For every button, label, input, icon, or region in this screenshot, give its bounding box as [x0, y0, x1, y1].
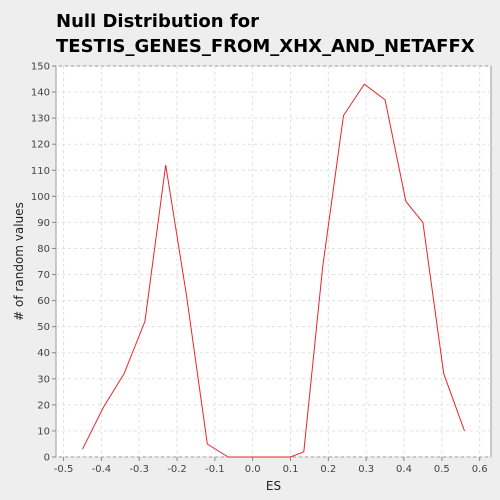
y-tick-label: 140: [31, 88, 50, 99]
y-tick-label: 130: [31, 114, 50, 125]
y-tick-label: 150: [31, 62, 50, 73]
y-tick-label: 50: [37, 322, 50, 333]
y-tick-label: 30: [37, 374, 50, 385]
x-axis-label: ES: [266, 479, 281, 493]
y-axis-label: # of random values: [12, 202, 26, 321]
x-tick-label: 0.6: [472, 464, 488, 475]
x-tick-label: -0.1: [205, 464, 225, 475]
y-tick-label: 60: [37, 296, 50, 307]
series-line: [82, 83, 465, 458]
x-tick-label: 0.5: [434, 464, 450, 475]
data-point: [206, 443, 208, 445]
x-axis-ticks: -0.5 -0.4 -0.3 -0.2 -0.1 0.0 0.1 0.2 0.3 0.4 0.5 0.…: [54, 457, 488, 475]
data-point: [185, 294, 187, 296]
data-point: [342, 114, 344, 116]
y-tick-label: 110: [31, 166, 50, 177]
data-point: [463, 430, 465, 432]
x-tick-label: 0.3: [358, 464, 374, 475]
y-tick-label: 40: [37, 348, 50, 359]
data-point: [443, 372, 445, 374]
y-tick-label: 100: [31, 192, 50, 203]
chart-title-line-1: Null Distribution for: [56, 11, 259, 32]
data-point: [144, 320, 146, 322]
y-tick-label: 70: [37, 270, 50, 281]
data-point: [363, 83, 365, 85]
data-point: [248, 456, 250, 458]
plot-area: [55, 65, 492, 458]
data-point: [321, 266, 323, 268]
y-tick-label: 0: [44, 453, 50, 464]
grid: [56, 65, 491, 458]
data-point: [405, 200, 407, 202]
y-tick-label: 120: [31, 140, 50, 151]
y-axis-ticks: 0 10 20 30 40 50 60 70 80 90 100 110 120 130 140 150: [31, 62, 56, 464]
chart-title-line-2: TESTIS_GENES_FROM_XHX_AND_NETAFFX: [56, 36, 475, 57]
data-point: [81, 448, 83, 450]
data-point: [269, 456, 271, 458]
x-tick-label: -0.4: [92, 464, 112, 475]
data-point: [303, 451, 305, 453]
data-point: [422, 221, 424, 223]
x-tick-label: 0.1: [283, 464, 299, 475]
y-tick-label: 80: [37, 244, 50, 255]
x-tick-label: 0.2: [320, 464, 336, 475]
data-point: [102, 406, 104, 408]
data-point: [384, 99, 386, 101]
x-tick-label: -0.3: [129, 464, 149, 475]
y-tick-label: 20: [37, 400, 50, 411]
series-layer: [81, 83, 465, 458]
x-tick-label: 0.0: [245, 464, 261, 475]
y-tick-label: 90: [37, 218, 50, 229]
x-tick-label: 0.4: [396, 464, 412, 475]
x-tick-label: -0.2: [167, 464, 187, 475]
x-tick-label: -0.5: [54, 464, 74, 475]
data-point: [164, 164, 166, 166]
y-tick-label: 10: [37, 426, 50, 437]
data-point: [289, 456, 291, 458]
data-point: [123, 372, 125, 374]
data-point: [227, 456, 229, 458]
